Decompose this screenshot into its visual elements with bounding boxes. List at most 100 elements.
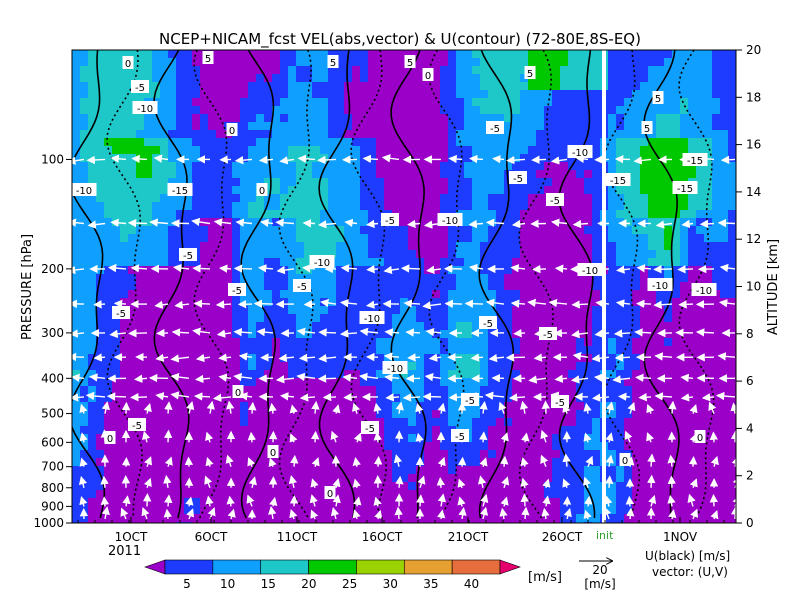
field-cell bbox=[104, 146, 113, 155]
field-cell bbox=[160, 114, 169, 123]
field-cell bbox=[384, 170, 393, 179]
field-cell bbox=[248, 114, 257, 123]
field-cell bbox=[72, 322, 81, 331]
field-cell bbox=[512, 410, 521, 419]
field-cell bbox=[688, 306, 697, 315]
field-cell bbox=[408, 98, 417, 107]
field-cell bbox=[624, 210, 633, 219]
field-cell bbox=[416, 178, 425, 187]
field-cell bbox=[584, 346, 593, 355]
field-cell bbox=[728, 210, 736, 219]
field-cell bbox=[400, 210, 409, 219]
field-cell bbox=[240, 178, 249, 187]
field-cell bbox=[256, 514, 265, 523]
field-cell bbox=[728, 122, 736, 131]
field-cell bbox=[536, 170, 545, 179]
field-cell bbox=[512, 514, 521, 523]
field-cell bbox=[640, 66, 649, 75]
field-cell bbox=[216, 138, 225, 147]
field-cell bbox=[256, 74, 265, 83]
field-cell bbox=[520, 386, 529, 395]
field-cell bbox=[488, 114, 497, 123]
field-cell bbox=[344, 194, 353, 203]
field-cell bbox=[424, 346, 433, 355]
field-cell bbox=[400, 386, 409, 395]
field-cell bbox=[208, 386, 217, 395]
field-cell bbox=[96, 506, 105, 515]
field-cell bbox=[192, 114, 201, 123]
field-cell bbox=[112, 170, 121, 179]
field-cell bbox=[88, 378, 97, 387]
field-cell bbox=[416, 186, 425, 195]
field-cell bbox=[112, 394, 121, 403]
field-cell bbox=[416, 450, 425, 459]
field-cell bbox=[592, 138, 601, 147]
field-cell bbox=[368, 106, 377, 115]
field-cell bbox=[72, 482, 81, 491]
field-cell bbox=[344, 234, 353, 243]
field-cell bbox=[408, 66, 417, 75]
field-cell bbox=[264, 106, 273, 115]
field-cell bbox=[304, 314, 313, 323]
field-cell bbox=[240, 314, 249, 323]
field-cell bbox=[536, 90, 545, 99]
field-cell bbox=[704, 202, 713, 211]
field-cell bbox=[520, 506, 529, 515]
field-cell bbox=[504, 266, 513, 275]
field-cell bbox=[504, 330, 513, 339]
field-cell bbox=[696, 474, 705, 483]
field-cell bbox=[200, 178, 209, 187]
field-cell bbox=[672, 330, 681, 339]
field-cell bbox=[448, 514, 457, 523]
field-cell bbox=[360, 474, 369, 483]
field-cell bbox=[320, 82, 329, 91]
field-cell bbox=[152, 162, 161, 171]
field-cell bbox=[536, 202, 545, 211]
field-cell bbox=[680, 466, 689, 475]
field-cell bbox=[200, 434, 209, 443]
field-cell bbox=[312, 338, 321, 347]
field-cell bbox=[464, 114, 473, 123]
field-cell bbox=[240, 226, 249, 235]
field-cell bbox=[688, 330, 697, 339]
field-cell bbox=[224, 66, 233, 75]
field-cell bbox=[264, 362, 273, 371]
field-cell bbox=[696, 130, 705, 139]
field-cell bbox=[536, 258, 545, 267]
field-cell bbox=[632, 170, 641, 179]
field-cell bbox=[616, 194, 625, 203]
field-cell bbox=[344, 314, 353, 323]
field-cell bbox=[272, 330, 281, 339]
field-cell bbox=[728, 426, 736, 435]
field-cell bbox=[80, 82, 89, 91]
field-cell bbox=[432, 306, 441, 315]
field-cell bbox=[504, 210, 513, 219]
field-cell bbox=[400, 410, 409, 419]
field-cell bbox=[136, 202, 145, 211]
field-cell bbox=[72, 338, 81, 347]
field-cell bbox=[184, 114, 193, 123]
field-cell bbox=[96, 258, 105, 267]
field-cell bbox=[640, 506, 649, 515]
field-cell bbox=[432, 322, 441, 331]
field-cell bbox=[664, 138, 673, 147]
field-cell bbox=[104, 250, 113, 259]
field-cell bbox=[464, 282, 473, 291]
field-cell bbox=[720, 410, 729, 419]
field-cell bbox=[728, 98, 736, 107]
field-cell bbox=[568, 434, 577, 443]
field-cell bbox=[232, 354, 241, 363]
field-cell bbox=[448, 330, 457, 339]
field-cell bbox=[512, 426, 521, 435]
field-cell bbox=[656, 378, 665, 387]
field-cell bbox=[320, 458, 329, 467]
field-cell bbox=[72, 210, 81, 219]
field-cell bbox=[184, 322, 193, 331]
field-cell bbox=[144, 162, 153, 171]
field-cell bbox=[120, 90, 129, 99]
field-cell bbox=[392, 202, 401, 211]
field-cell bbox=[656, 354, 665, 363]
field-cell bbox=[120, 210, 129, 219]
field-cell bbox=[96, 146, 105, 155]
field-cell bbox=[312, 410, 321, 419]
